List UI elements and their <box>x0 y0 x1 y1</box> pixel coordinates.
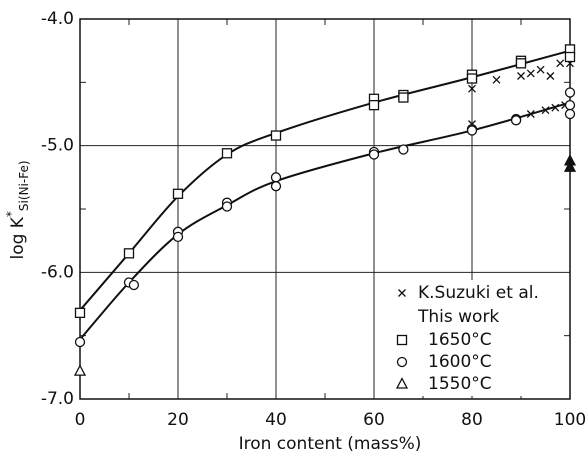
legend-label: 1550°C <box>428 374 492 394</box>
square-marker <box>172 188 184 199</box>
square-marker <box>123 248 135 259</box>
y-tick-label: -6.0 <box>41 262 74 282</box>
cross-marker <box>492 75 501 84</box>
cross-marker <box>526 69 535 78</box>
legend-label: 1600°C <box>428 352 492 372</box>
y-label-sup: * <box>4 211 18 217</box>
x-tick-label: 40 <box>265 410 287 430</box>
circle-marker <box>368 149 380 160</box>
triangle-marker <box>73 364 87 376</box>
x-tick-label: 80 <box>461 410 483 430</box>
square-marker <box>270 130 282 141</box>
cross-marker <box>468 84 476 93</box>
square-marker <box>515 58 527 69</box>
x-tick-label: 20 <box>167 410 189 430</box>
cross-marker <box>556 59 565 68</box>
legend-label: 1650°C <box>428 330 492 350</box>
y-axis-label: log K*Si(Ni-Fe) <box>4 160 31 259</box>
y-tick-label: -7.0 <box>41 389 74 409</box>
legend-box <box>388 280 564 396</box>
circle-marker <box>74 336 86 348</box>
x-tick-label: 60 <box>363 410 385 430</box>
circle-marker <box>510 115 522 126</box>
circle-marker <box>398 144 409 155</box>
square-marker <box>368 99 380 111</box>
triangle-marker <box>395 377 409 389</box>
square-marker <box>74 307 86 319</box>
square-marker <box>396 334 408 346</box>
fit-curve <box>79 49 571 311</box>
square-marker <box>564 51 576 63</box>
circle-marker <box>564 108 576 120</box>
y-label-main: log K <box>8 216 28 259</box>
cross-marker <box>541 106 550 115</box>
circle-marker <box>466 125 478 136</box>
circle-marker <box>221 201 233 212</box>
circle-marker <box>172 231 184 243</box>
circle-marker <box>270 181 282 192</box>
cross-marker <box>398 289 406 297</box>
y-label-sub: Si(Ni-Fe) <box>17 160 31 211</box>
cross-marker <box>536 65 545 74</box>
plot-frame <box>79 18 571 400</box>
square-marker <box>221 148 233 159</box>
cross-marker <box>551 103 560 112</box>
cross-marker <box>526 110 535 118</box>
x-tick-label: 100 <box>554 410 586 430</box>
legend-label: K.Suzuki et al. <box>418 283 539 303</box>
y-tick-label: -4.0 <box>41 9 74 29</box>
circle-marker <box>128 279 140 291</box>
triangle-marker <box>563 160 577 172</box>
circle-marker <box>564 87 576 98</box>
circle-marker <box>396 356 408 368</box>
cross-marker <box>517 72 525 80</box>
y-tick-label: -5.0 <box>41 136 74 156</box>
circle-marker <box>270 172 282 183</box>
x-tick-label: 0 <box>75 410 86 430</box>
cross-marker <box>546 72 555 80</box>
x-axis-label: Iron content (mass%) <box>239 434 422 454</box>
circle-marker <box>564 99 576 111</box>
square-marker <box>466 73 478 84</box>
square-marker <box>398 92 409 103</box>
legend-heading: This work <box>417 307 499 327</box>
